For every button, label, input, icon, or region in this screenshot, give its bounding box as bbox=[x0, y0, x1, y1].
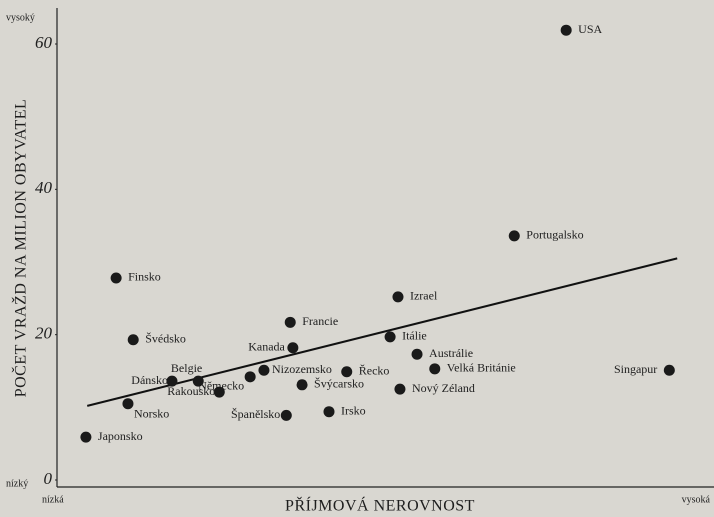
point bbox=[296, 379, 308, 391]
point bbox=[384, 331, 396, 343]
y-axis-title: POČET VRAŽD NA MILION OBYVATEL bbox=[11, 99, 30, 398]
point-label: Kanada bbox=[248, 339, 285, 353]
point-label: Singapur bbox=[614, 362, 657, 376]
point-label: Dánsko bbox=[131, 373, 168, 387]
point bbox=[166, 375, 178, 387]
point bbox=[280, 409, 292, 421]
point bbox=[127, 334, 139, 346]
point bbox=[429, 363, 441, 375]
point-label: Španělsko bbox=[231, 407, 280, 421]
point bbox=[244, 371, 256, 383]
point-label: Rakousko bbox=[167, 384, 215, 398]
point bbox=[122, 398, 134, 410]
y-tick-label: 20 bbox=[35, 324, 53, 343]
point bbox=[323, 406, 335, 418]
y-low-label: nízký bbox=[6, 478, 28, 489]
point-label: Norsko bbox=[134, 406, 169, 420]
point-label: Austrálie bbox=[429, 346, 473, 360]
point-label: Řecko bbox=[359, 363, 390, 377]
point-label: Švédsko bbox=[145, 332, 186, 346]
x-axis-title: PŘÍJMOVÁ NEROVNOST bbox=[285, 496, 475, 515]
point-label: Německo bbox=[198, 379, 244, 393]
point bbox=[392, 291, 404, 303]
x-high-label: vysoká bbox=[682, 494, 711, 505]
point-label: Izrael bbox=[410, 289, 438, 303]
point bbox=[213, 386, 225, 398]
point bbox=[341, 366, 353, 378]
point-label: Japonsko bbox=[98, 429, 143, 443]
y-tick-label: 40 bbox=[35, 178, 53, 197]
point bbox=[80, 431, 92, 443]
point-label: Švýcarsko bbox=[314, 377, 364, 391]
point bbox=[663, 364, 675, 376]
point-label: Nizozemsko bbox=[272, 362, 332, 376]
y-tick-label: 60 bbox=[35, 33, 53, 52]
point-label: Belgie bbox=[171, 361, 202, 375]
point-label: Finsko bbox=[128, 270, 161, 284]
trend-line bbox=[86, 257, 678, 407]
point bbox=[508, 230, 520, 242]
point bbox=[192, 375, 204, 387]
point bbox=[110, 272, 122, 284]
point-label: Irsko bbox=[341, 403, 366, 417]
y-tick-label: 0 bbox=[44, 469, 53, 488]
point bbox=[284, 316, 296, 328]
point bbox=[560, 24, 572, 36]
y-high-label: vysoký bbox=[6, 12, 35, 23]
point-label: Nový Zéland bbox=[412, 381, 475, 395]
point bbox=[394, 383, 406, 395]
point bbox=[258, 364, 270, 376]
point-label: USA bbox=[578, 22, 602, 36]
point bbox=[287, 342, 299, 354]
point-label: Francie bbox=[302, 314, 338, 328]
x-low-label: nízká bbox=[42, 494, 64, 505]
point-label: Velká Británie bbox=[447, 361, 516, 375]
point-label: Itálie bbox=[402, 329, 427, 343]
point bbox=[411, 348, 423, 360]
point-label: Portugalsko bbox=[526, 228, 583, 242]
